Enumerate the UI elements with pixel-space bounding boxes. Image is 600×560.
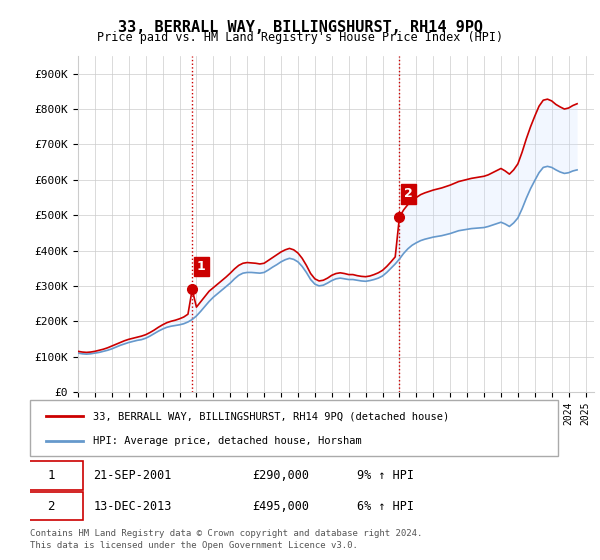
FancyBboxPatch shape bbox=[30, 400, 558, 456]
Text: 9% ↑ HPI: 9% ↑ HPI bbox=[358, 469, 415, 482]
Text: 1: 1 bbox=[197, 260, 206, 273]
Text: 2: 2 bbox=[404, 188, 412, 200]
Text: 6% ↑ HPI: 6% ↑ HPI bbox=[358, 500, 415, 512]
Text: £290,000: £290,000 bbox=[252, 469, 309, 482]
Text: 33, BERRALL WAY, BILLINGSHURST, RH14 9PQ: 33, BERRALL WAY, BILLINGSHURST, RH14 9PQ bbox=[118, 20, 482, 35]
FancyBboxPatch shape bbox=[19, 461, 83, 490]
Text: HPI: Average price, detached house, Horsham: HPI: Average price, detached house, Hors… bbox=[94, 436, 362, 446]
Text: Contains HM Land Registry data © Crown copyright and database right 2024.: Contains HM Land Registry data © Crown c… bbox=[30, 530, 422, 539]
Text: £495,000: £495,000 bbox=[252, 500, 309, 512]
Text: This data is licensed under the Open Government Licence v3.0.: This data is licensed under the Open Gov… bbox=[30, 541, 358, 550]
FancyBboxPatch shape bbox=[19, 492, 83, 520]
Text: 21-SEP-2001: 21-SEP-2001 bbox=[94, 469, 172, 482]
Text: 33, BERRALL WAY, BILLINGSHURST, RH14 9PQ (detached house): 33, BERRALL WAY, BILLINGSHURST, RH14 9PQ… bbox=[94, 411, 449, 421]
Text: 1: 1 bbox=[47, 469, 55, 482]
Text: Price paid vs. HM Land Registry's House Price Index (HPI): Price paid vs. HM Land Registry's House … bbox=[97, 31, 503, 44]
Text: 2: 2 bbox=[47, 500, 55, 512]
Text: 13-DEC-2013: 13-DEC-2013 bbox=[94, 500, 172, 512]
